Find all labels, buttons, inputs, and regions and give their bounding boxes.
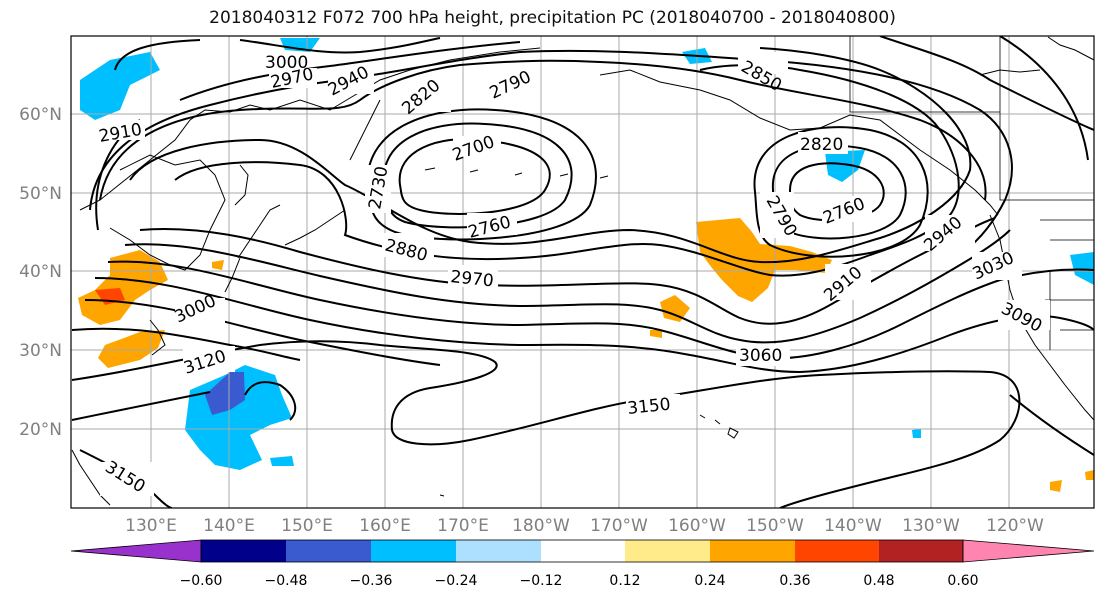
svg-text:2820: 2820 (800, 135, 843, 155)
lat-label: 50°N (19, 184, 62, 204)
islands (149, 167, 739, 497)
lon-label: 150°E (281, 516, 333, 536)
lon-label: 160°W (668, 516, 726, 536)
lat-label: 60°N (19, 105, 62, 125)
colorbar-extend-max (962, 539, 1095, 563)
colorbar-tick-label: 0.24 (694, 573, 725, 589)
colorbar-segment (879, 540, 963, 562)
precip-shading (78, 38, 1094, 492)
colorbar-extend-min (70, 539, 202, 563)
colorbar-segment (541, 540, 625, 562)
colorbar-tick-label: −0.60 (180, 573, 223, 589)
lon-label: 130°W (902, 516, 960, 536)
colorbar-tick-label: 0.60 (947, 573, 978, 589)
coastlines (71, 36, 1094, 506)
map-title: 2018040312 F072 700 hPa height, precipit… (209, 8, 896, 28)
lon-label: 120°W (986, 516, 1044, 536)
colorbar-tick-label: 0.36 (779, 573, 810, 589)
lon-label: 130°E (125, 516, 177, 536)
colorbar-segment (201, 540, 286, 562)
colorbar-segment (625, 540, 710, 562)
graticule (71, 36, 1094, 508)
lat-label: 20°N (19, 420, 62, 440)
colorbar-segment (795, 540, 879, 562)
colorbar-tick-label: −0.36 (350, 573, 393, 589)
colorbar-tick-label: 0.48 (863, 573, 894, 589)
svg-text:3060: 3060 (739, 346, 782, 366)
lon-label: 170°E (437, 516, 489, 536)
lon-label: 140°W (824, 516, 882, 536)
colorbar-ticks: −0.60 −0.48 −0.36 −0.24 −0.12 0.12 0.24 … (180, 573, 979, 589)
colorbar-segment (371, 540, 456, 562)
height-contours (71, 36, 1094, 508)
lon-label: 170°W (590, 516, 648, 536)
lon-label: 140°E (203, 516, 255, 536)
latitude-labels: 60°N 50°N 40°N 30°N 20°N (19, 105, 62, 440)
colorbar-tick-label: 0.12 (609, 573, 640, 589)
colorbar (70, 539, 1095, 563)
lon-label: 150°W (746, 516, 804, 536)
lon-label: 180°W (512, 516, 570, 536)
svg-text:2970: 2970 (449, 267, 494, 291)
svg-text:3150: 3150 (626, 395, 671, 419)
map-frame (70, 35, 1095, 509)
colorbar-segment (710, 540, 795, 562)
longitude-labels: 130°E 140°E 150°E 160°E 170°E 180°W 170°… (125, 516, 1044, 536)
colorbar-tick-label: −0.48 (265, 573, 308, 589)
lat-label: 40°N (19, 262, 62, 282)
colorbar-segment (456, 540, 541, 562)
colorbar-tick-label: −0.12 (520, 573, 563, 589)
lat-label: 30°N (19, 341, 62, 361)
colorbar-segment (286, 540, 371, 562)
lon-label: 160°E (359, 516, 411, 536)
colorbar-tick-label: −0.24 (435, 573, 478, 589)
